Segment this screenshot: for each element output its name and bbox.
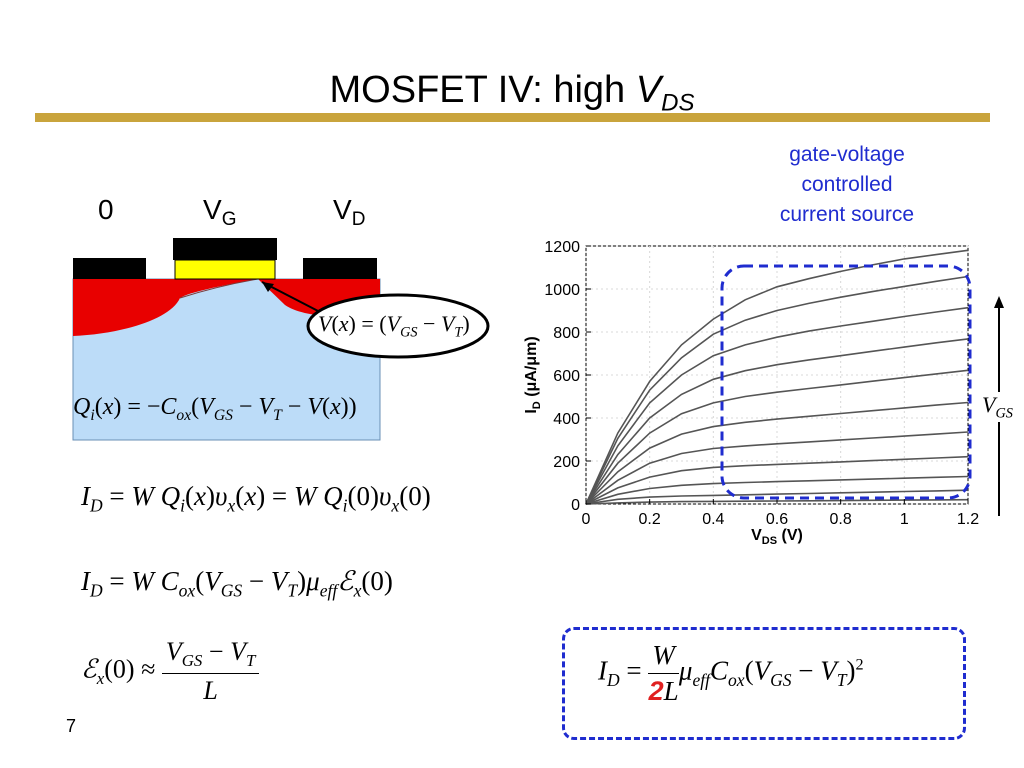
iv-curve (585, 249, 969, 505)
field-approximation-equation: ℰx(0) ≈ VGS − VT L (81, 637, 260, 706)
vgs-subscript: GS (995, 405, 1013, 422)
iv-curve (585, 338, 969, 505)
field-fraction: VGS − VT L (161, 637, 260, 706)
iv-curve (585, 306, 969, 505)
x-tick-label: 1 (900, 511, 909, 528)
y-tick-label: 1200 (544, 239, 580, 256)
x-tick-label: 0.8 (830, 511, 852, 528)
y-tick-label: 0 (571, 497, 580, 514)
y-tick-label: 400 (553, 411, 580, 428)
channel-voltage-equation: V(x) = (VGS − VT) (318, 311, 470, 341)
iv-curve (585, 475, 969, 505)
saturation-region-box (720, 264, 972, 500)
x-tick-label: 1.2 (957, 511, 979, 528)
iv-curve (585, 455, 969, 505)
page-title: MOSFET IV: high VDS (0, 66, 1024, 128)
drain-terminal-label: VD (333, 194, 365, 236)
annotation-line-1: gate-voltage (789, 143, 905, 166)
annotation-line-3: current source (779, 203, 915, 226)
vgs-arrowhead (994, 296, 1004, 308)
y-tick-label: 600 (553, 368, 580, 385)
saturation-current-equation: ID = W 2L μeffCox(VGS − VT)2 (598, 640, 864, 706)
title-subscript: DS (661, 89, 695, 117)
width-over-length-fraction: W 2L (648, 640, 679, 706)
title-variable: V (635, 69, 662, 111)
drain-contact (303, 258, 377, 279)
gate-terminal-label: VG (203, 194, 236, 236)
y-tick-label: 800 (553, 325, 580, 342)
channel-surface (179, 278, 259, 299)
callout-arrowhead (262, 282, 274, 292)
iv-curve (585, 489, 969, 505)
page-number: 7 (66, 716, 77, 736)
y-tick-label: 1000 (544, 282, 580, 299)
x-tick-label: 0.4 (702, 511, 724, 528)
iv-curve (585, 369, 969, 505)
gate-contact (173, 238, 277, 260)
annotation-line-2: controlled (801, 173, 893, 196)
gate-subscript: G (221, 209, 237, 230)
inversion-charge-equation: Qi(x) = −Cox(VGS − VT − V(x)) (73, 394, 357, 424)
axis-ticks: 0 0.2 0.4 0.6 0.8 1 1.2 0 200 400 600 800 1000 1200 (544, 239, 979, 528)
vgs-side-label: VGS (982, 392, 1013, 423)
drain-subscript: D (351, 209, 366, 230)
iv-curves (585, 249, 969, 505)
source-contact (73, 258, 146, 279)
x-axis-label: VDS (V) (751, 527, 803, 547)
x-tick-label: 0.6 (766, 511, 788, 528)
x-tick-label: 0.2 (639, 511, 661, 528)
factor-two-highlight: 2 (648, 676, 664, 706)
callout-ellipse (306, 293, 490, 359)
drain-current-equation-1: ID = W Qi(x)υx(x) = W Qi(0)υx(0) (81, 481, 431, 516)
vgs-letter: V (982, 392, 996, 417)
x-tick-label: 0 (582, 511, 591, 528)
iv-chart: 0 0.2 0.4 0.6 0.8 1 1.2 0 200 400 600 800 1000 1200 V… (523, 239, 979, 547)
final-result-box (562, 627, 966, 740)
source-terminal-label: 0 (98, 194, 114, 225)
iv-curve (585, 431, 969, 505)
iv-curve (585, 275, 969, 505)
gate-oxide (174, 259, 276, 280)
drain-current-equation-2: ID = W Cox(VGS − VT)μeffℰx(0) (81, 566, 393, 601)
drain-letter: V (333, 194, 352, 225)
iv-curve (585, 401, 969, 505)
title-text: MOSFET IV: high (329, 69, 636, 111)
y-axis-label: ID (μA/μm) (523, 336, 543, 413)
current-source-annotation: gate-voltage controlled current source (752, 140, 942, 230)
title-divider (35, 113, 990, 122)
source-depletion-region (73, 279, 258, 336)
y-tick-label: 200 (553, 454, 580, 471)
gate-letter: V (203, 194, 222, 225)
